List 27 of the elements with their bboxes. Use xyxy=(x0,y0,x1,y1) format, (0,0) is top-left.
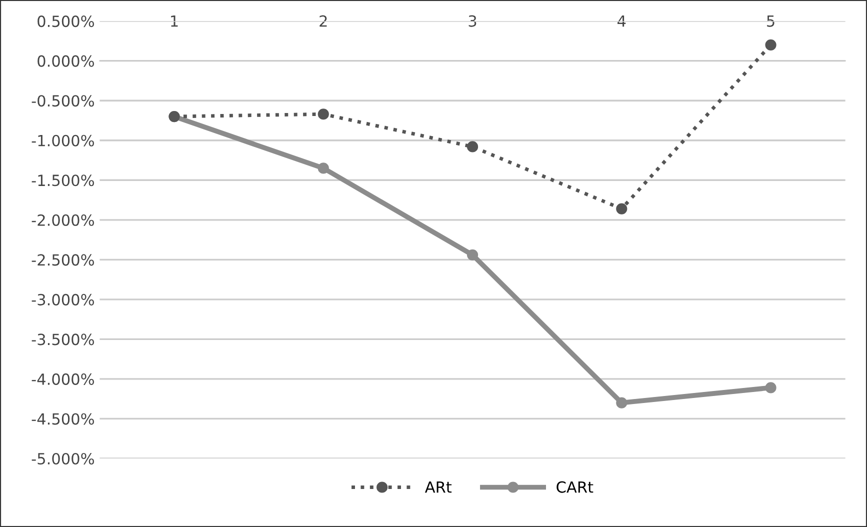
point xyxy=(318,108,329,120)
x-tick-label: 2 xyxy=(320,15,327,27)
point xyxy=(466,249,478,260)
point xyxy=(466,141,478,152)
y-tick-label: 0.500% xyxy=(38,16,94,28)
point xyxy=(616,203,628,214)
y-tick-label: -2.500% xyxy=(32,254,94,266)
x-tick-label: 5 xyxy=(767,15,774,27)
point xyxy=(616,397,628,408)
x-tick-label: 1 xyxy=(171,15,178,27)
y-tick-label: -1.000% xyxy=(32,134,94,146)
point xyxy=(765,39,776,50)
y-tick-label: 0.000% xyxy=(38,55,94,67)
y-tick-label: -2.000% xyxy=(32,214,94,226)
y-tick-label: -3.500% xyxy=(32,334,94,346)
y-tick-label: -5.000% xyxy=(32,452,94,465)
legend-label: ARt xyxy=(424,481,452,493)
y-tick-label: -4.000% xyxy=(32,373,94,385)
point xyxy=(318,162,329,174)
x-tick-label: 3 xyxy=(468,15,476,27)
y-tick-label: -1.500% xyxy=(32,174,94,186)
y-tick-label: -4.500% xyxy=(32,413,94,425)
legend-label: CARt xyxy=(556,481,594,493)
point xyxy=(765,382,776,394)
y-tick-label: -3.000% xyxy=(32,294,94,306)
x-tick-label: 4 xyxy=(618,15,626,27)
y-tick-label: -0.500% xyxy=(32,95,94,107)
